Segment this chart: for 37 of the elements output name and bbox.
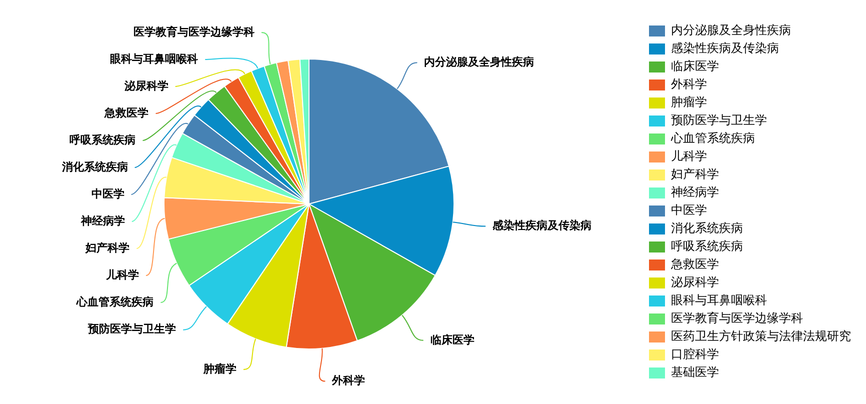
slice-label: 呼吸系统疾病 — [70, 133, 136, 146]
slice-label: 消化系统疾病 — [60, 160, 128, 174]
legend-label: 中医学 — [671, 203, 707, 218]
legend-label: 基础医学 — [671, 365, 719, 380]
legend-label: 外科学 — [671, 77, 707, 92]
legend-label: 内分泌腺及全身性疾病 — [671, 23, 791, 38]
slice-label: 妇产科学 — [84, 241, 130, 254]
slice-label: 泌尿科学 — [123, 79, 168, 92]
slice-label: 预防医学与卫生学 — [87, 322, 176, 336]
legend-label: 眼科与耳鼻咽喉科 — [671, 293, 767, 308]
legend-label: 口腔科学 — [671, 347, 719, 362]
slice-label: 急救医学 — [104, 106, 149, 120]
slice-label: 心血管系统疾病 — [76, 295, 154, 308]
slice-label: 临床医学 — [430, 333, 474, 346]
legend-label: 泌尿科学 — [671, 275, 719, 290]
slice-label: 感染性疾病及传染病 — [492, 219, 592, 232]
legend-label: 医药卫生方针政策与法律法规研究 — [671, 329, 851, 344]
legend-label: 急救医学 — [670, 257, 719, 272]
legend-label: 神经病学 — [671, 185, 719, 200]
slice-label: 外科学 — [331, 374, 366, 388]
legend-label: 消化系统疾病 — [671, 221, 743, 236]
slice-label: 眼科与耳鼻咽喉科 — [110, 52, 198, 66]
slice-label: 儿科学 — [104, 268, 139, 282]
legend-label: 呼吸系统疾病 — [671, 239, 743, 254]
slice-label: 神经病学 — [80, 214, 125, 228]
slice-label: 内分泌腺及全身性疾病 — [424, 56, 534, 69]
legend-label: 心血管系统疾病 — [670, 131, 755, 146]
legend-label: 感染性疾病及传染病 — [671, 41, 779, 56]
legend-label: 儿科学 — [671, 149, 707, 164]
slice-label: 肿瘤学 — [202, 362, 236, 376]
legend-label: 预防医学与卫生学 — [671, 113, 767, 128]
legend-label: 妇产科学 — [671, 167, 719, 182]
slice-label: 中医学 — [91, 187, 124, 200]
legend-label: 临床医学 — [671, 59, 719, 74]
legend-label: 肿瘤学 — [671, 95, 707, 110]
legend-label: 医学教育与医学边缘学科 — [671, 311, 803, 326]
slice-label: 医学教育与医学边缘学科 — [133, 25, 254, 38]
